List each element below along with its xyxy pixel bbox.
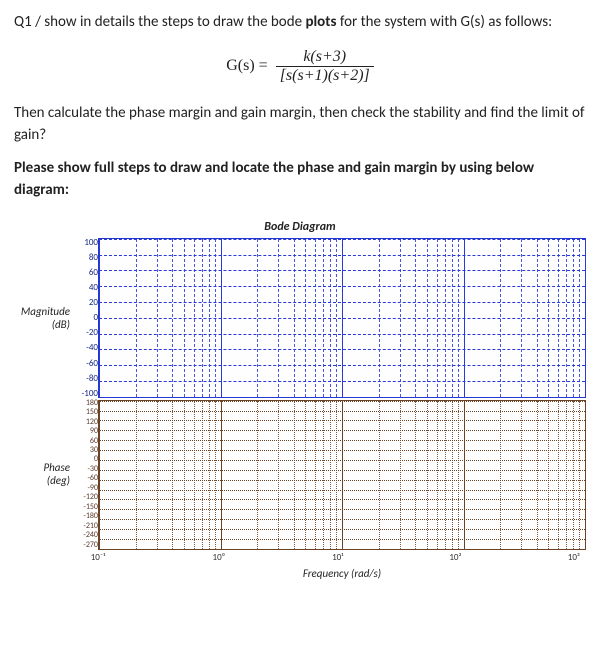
question-line-2: Then calculate the phase margin and gain… [14, 103, 586, 147]
magnitude-ylabel: Magnitude (dB) [14, 305, 74, 331]
ytick-label: -80 [74, 374, 98, 383]
ytick-label: -60 [74, 359, 98, 368]
ytick-label: -90 [74, 484, 98, 492]
xtick-label: 10² [449, 552, 461, 563]
magnitude-grid [98, 238, 586, 398]
phase-yticks: 180150 12090 60300 -30-60 -90-120 -150-180 -21… [74, 399, 98, 549]
phase-grid [98, 400, 586, 550]
ytick-label: -240 [74, 531, 98, 539]
formula-lhs: G(s) = [226, 57, 267, 75]
formula-fraction: k(s+3) [s(s+1)(s+2)] [276, 48, 374, 85]
phase-ylabel-sub: (deg) [14, 474, 70, 487]
ytick-label: 60 [74, 437, 98, 445]
ytick-label: 40 [74, 283, 98, 292]
frequency-xlabel: Frequency (rad/s) [98, 567, 586, 580]
xtick-label: 10¹ [332, 552, 343, 563]
ytick-label: 100 [74, 238, 98, 247]
ytick-label: -40 [74, 343, 98, 352]
formula-denominator: [s(s+1)(s+2)] [276, 67, 374, 85]
ytick-label: -120 [74, 493, 98, 501]
ytick-label: -210 [74, 522, 98, 530]
ytick-label: -270 [74, 541, 98, 549]
xtick-label: 10³ [568, 552, 580, 563]
magnitude-ylabel-main: Magnitude [21, 305, 70, 318]
q1-pre: Q1 / show in details the steps to draw t… [14, 13, 305, 31]
bode-diagram: Bode Diagram Magnitude (dB) 100 80 60 40 20 0… [14, 220, 586, 580]
ytick-label: -30 [74, 465, 98, 473]
magnitude-yticks: 100 80 60 40 20 0 -20 -40 -60 -80 -100 [74, 238, 98, 398]
phase-ylabel: Phase (deg) [14, 461, 74, 487]
magnitude-ylabel-sub: (dB) [14, 318, 70, 331]
q1-bold-word: plots [305, 13, 336, 31]
ytick-label: -150 [74, 503, 98, 511]
transfer-function-formula: G(s) = k(s+3) [s(s+1)(s+2)] [14, 48, 586, 85]
ytick-label: 30 [74, 446, 98, 454]
ytick-label: 0 [74, 455, 98, 463]
ytick-label: 180 [74, 399, 98, 407]
ytick-label: -20 [74, 328, 98, 337]
ytick-label: 0 [74, 313, 98, 322]
ytick-label: 90 [74, 427, 98, 435]
ytick-label: 60 [74, 268, 98, 277]
ytick-label: -180 [74, 512, 98, 520]
bode-title: Bode Diagram [14, 220, 586, 234]
magnitude-plot-row: Magnitude (dB) 100 80 60 40 20 0 -20 -40 -60 -80 -… [14, 238, 586, 398]
phase-ylabel-main: Phase [43, 461, 70, 474]
frequency-xticks: 10⁻¹10⁰10¹10²10³ [98, 552, 586, 563]
ytick-label: 120 [74, 418, 98, 426]
ytick-label: 20 [74, 298, 98, 307]
ytick-label: 80 [74, 253, 98, 262]
xtick-label: 10⁰ [213, 552, 226, 563]
ytick-label: -60 [74, 474, 98, 482]
ytick-label: -100 [74, 389, 98, 398]
ytick-label: 150 [74, 408, 98, 416]
question-line-1: Q1 / show in details the steps to draw t… [14, 12, 586, 34]
phase-plot-row: Phase (deg) 180150 12090 60300 -30-60 -90-12… [14, 398, 586, 550]
formula-numerator: k(s+3) [276, 48, 374, 67]
xtick-label: 10⁻¹ [91, 552, 106, 563]
q1-post: for the system with G(s) as follows: [336, 13, 552, 31]
instruction-line: Please show full steps to draw and locat… [14, 158, 586, 202]
